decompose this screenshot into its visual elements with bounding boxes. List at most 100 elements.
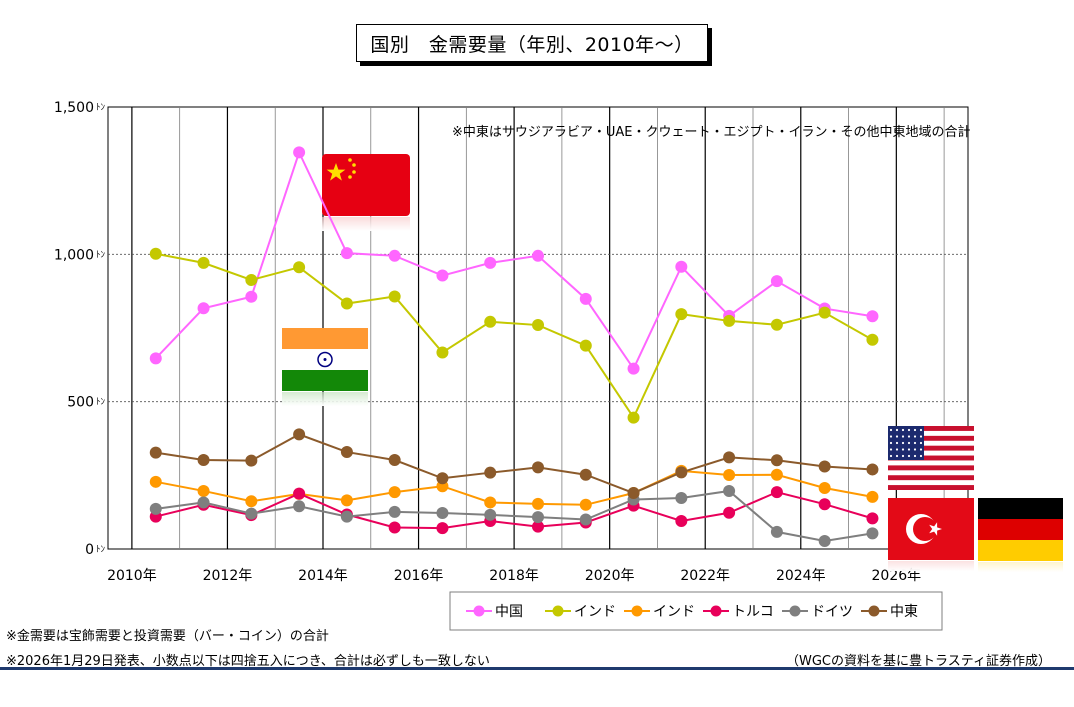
data-point xyxy=(532,461,544,474)
data-point xyxy=(675,466,688,479)
data-point xyxy=(245,290,258,303)
data-point xyxy=(436,472,449,485)
y-tick-unit: ﾄﾝ xyxy=(96,545,106,555)
data-point xyxy=(723,451,736,464)
y-tick-label: 500 ﾄﾝ xyxy=(67,395,105,411)
us-star xyxy=(889,448,893,451)
legend-marker xyxy=(868,605,880,617)
us-star xyxy=(895,454,899,458)
data-point xyxy=(723,469,736,482)
data-point xyxy=(675,515,688,528)
us-star xyxy=(907,454,911,458)
data-point xyxy=(293,500,306,513)
us-star xyxy=(901,448,905,451)
data-point xyxy=(818,498,831,511)
data-point xyxy=(818,535,831,548)
us-star xyxy=(895,441,899,445)
us-stripe xyxy=(888,455,974,461)
us-star xyxy=(901,454,905,458)
data-point xyxy=(532,511,544,524)
us-star xyxy=(889,428,893,432)
us-star xyxy=(907,435,911,438)
data-point xyxy=(340,446,353,459)
data-point xyxy=(340,510,353,523)
data-point xyxy=(770,275,783,288)
bottom-rule xyxy=(0,667,1074,670)
data-point xyxy=(197,302,210,315)
data-point xyxy=(675,492,688,505)
data-point xyxy=(436,507,449,520)
data-point xyxy=(627,362,640,375)
us-star xyxy=(907,428,911,432)
footnote-release-date: ※2026年1月29日発表、小数点以下は四捨五入につき、合計は必ずしも一致しない xyxy=(6,654,490,669)
data-point xyxy=(723,314,736,327)
us-star xyxy=(901,441,905,445)
china-flag xyxy=(322,154,410,231)
legend-entry: 中国 xyxy=(466,604,523,620)
data-point xyxy=(149,247,162,260)
us-star xyxy=(919,454,923,458)
data-point xyxy=(866,512,879,525)
legend-label: トルコ xyxy=(732,604,774,620)
data-point xyxy=(579,468,592,481)
data-point xyxy=(340,494,353,507)
series-4 xyxy=(149,484,879,548)
data-point xyxy=(532,520,544,533)
middle-east-annotation: ※中東はサウジアラビア・UAE・クウェート・エジプト・イラン・その他中東地域の合… xyxy=(452,124,971,140)
us-star xyxy=(913,428,917,432)
us-star xyxy=(913,435,917,438)
x-tick-label: 2012年 xyxy=(203,568,253,584)
series-line xyxy=(155,489,873,543)
data-point xyxy=(388,454,401,467)
legend-label: 中国 xyxy=(495,604,523,620)
data-point xyxy=(627,411,640,424)
legend-entry: ドイツ xyxy=(782,604,853,620)
us-star xyxy=(919,428,923,432)
data-point xyxy=(197,496,210,509)
legend-label: 中東 xyxy=(890,604,918,620)
legend-label: インド xyxy=(574,604,616,620)
us-star xyxy=(889,435,893,438)
data-point xyxy=(149,475,162,488)
x-tick-label: 2024年 xyxy=(776,568,826,584)
chart-title: 国別 金需要量（年別、2010年～） xyxy=(356,24,708,62)
y-tick-label: 0 ﾄﾝ xyxy=(85,542,105,558)
source-credit: （WGCの資料を基に豊トラスティ証券作成） xyxy=(786,654,1051,669)
us-star xyxy=(889,454,893,458)
usa-flag xyxy=(888,426,974,490)
us-stripe xyxy=(888,485,974,490)
data-point xyxy=(293,428,306,441)
x-tick-label: 2020年 xyxy=(585,568,635,584)
data-point xyxy=(436,522,449,535)
data-point xyxy=(675,308,688,321)
us-star xyxy=(889,441,893,445)
footnote-demand-definition: ※金需要は宝飾需要と投資需要（バー・コイン）の合計 xyxy=(6,629,329,644)
data-point xyxy=(818,460,831,473)
us-stripe xyxy=(888,465,974,471)
data-point xyxy=(484,315,497,328)
data-point xyxy=(293,487,306,500)
data-point xyxy=(388,505,401,518)
series-1 xyxy=(149,247,879,424)
series-line xyxy=(155,469,873,506)
data-point xyxy=(770,525,783,538)
data-point xyxy=(149,446,162,459)
data-point xyxy=(866,310,879,323)
x-tick-label: 2018年 xyxy=(489,568,539,584)
data-point xyxy=(532,497,544,510)
data-point xyxy=(627,487,640,500)
data-point xyxy=(245,495,258,508)
y-tick-value: 1,000 xyxy=(54,247,94,263)
series-5 xyxy=(149,428,879,500)
legend-entry: トルコ xyxy=(703,604,774,620)
data-point xyxy=(579,339,592,352)
data-point xyxy=(770,454,783,467)
legend-entry: インド xyxy=(545,604,616,620)
legend-label: ドイツ xyxy=(811,604,853,620)
us-stripe xyxy=(888,475,974,481)
data-point xyxy=(532,319,544,332)
series-line xyxy=(155,149,873,371)
data-point xyxy=(245,273,258,286)
data-point xyxy=(388,521,401,534)
